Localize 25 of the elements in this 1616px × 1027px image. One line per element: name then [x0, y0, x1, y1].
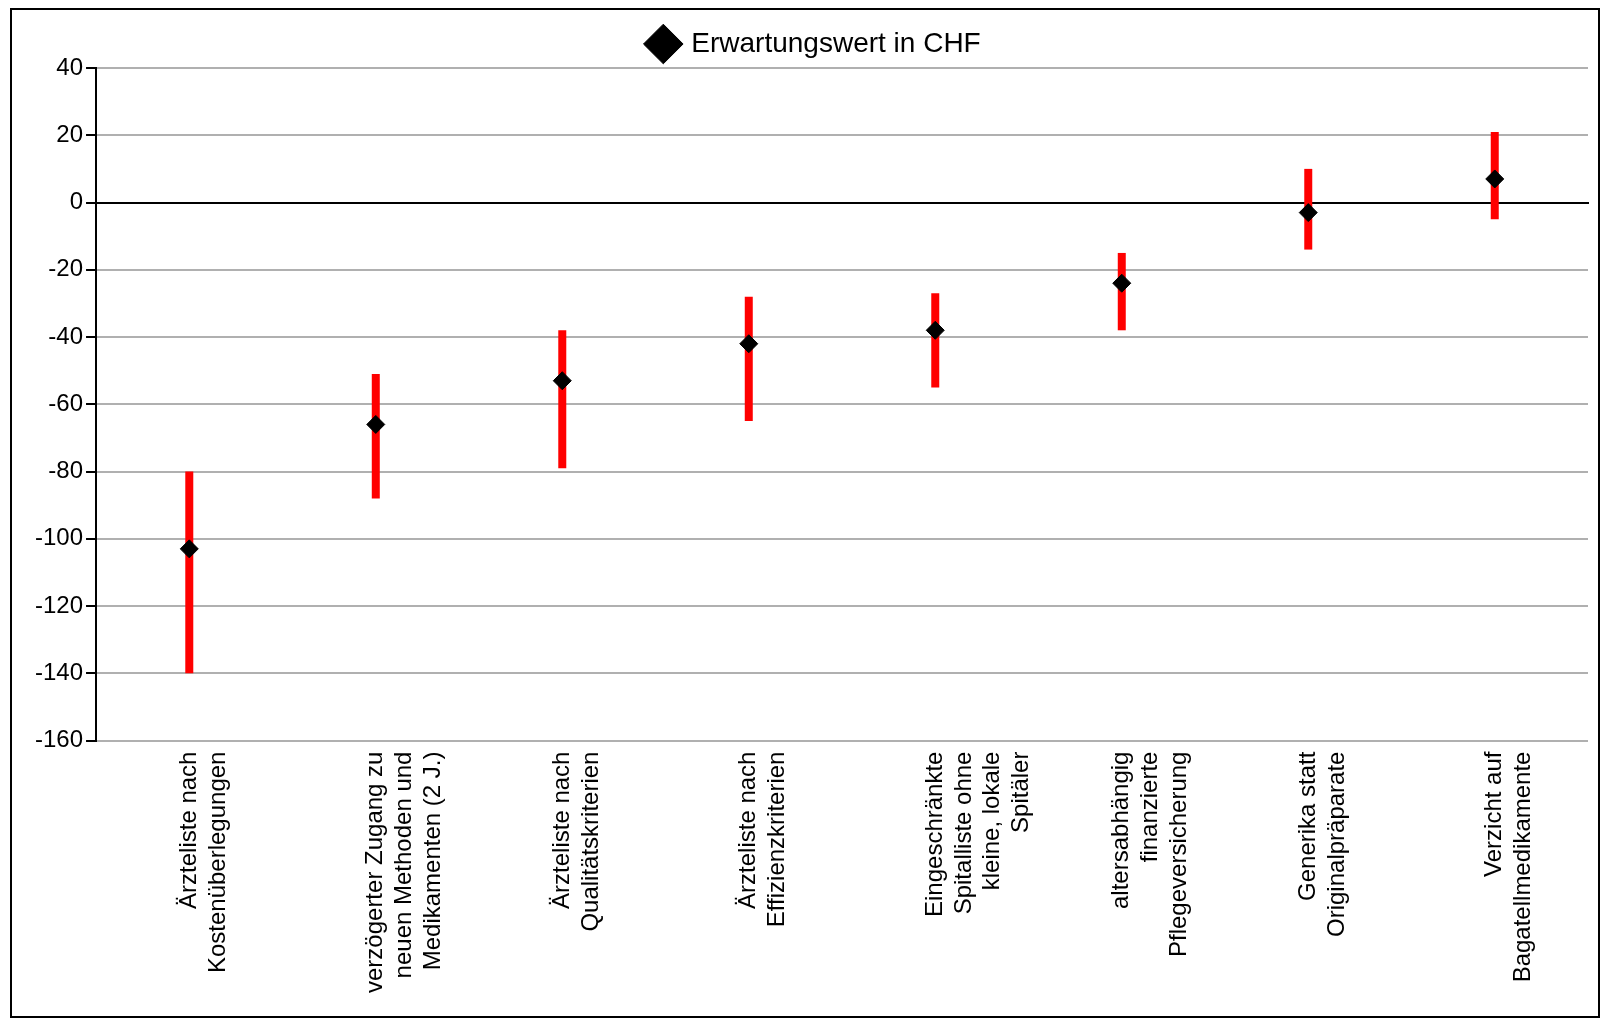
y-tick-label: 0: [69, 187, 84, 215]
x-tick-label: Ärzteliste nach Kostenüberlegungen: [173, 751, 230, 974]
point: [366, 414, 386, 434]
y-tick-label: 20: [56, 119, 84, 147]
y-tick-label: -160: [34, 725, 84, 753]
point: [1485, 169, 1505, 189]
point: [552, 371, 572, 391]
y-tick-label: 40: [56, 52, 84, 80]
x-tick-label: Verzicht auf Bagatellmedikamente: [1479, 751, 1536, 983]
point: [739, 334, 759, 354]
point: [1112, 273, 1132, 293]
point: [179, 539, 199, 559]
x-tick-label: verzögerter Zugang zu neuen Methoden und Medikamenten (2 J.): [360, 751, 445, 993]
x-tick-label: Ärzteliste nach Effizienzkriterien: [733, 751, 790, 928]
legend-label: Erwartungswert in CHF: [691, 26, 981, 58]
x-tick-label: Eingeschränkte Spitalliste ohne kleine, lokale Spitäler: [919, 751, 1034, 917]
y-tick-label: -40: [48, 321, 84, 349]
y-tick-label: -100: [34, 523, 84, 551]
y-tick-label: -60: [48, 388, 84, 416]
y-tick-label: -20: [48, 254, 84, 282]
y-tick-label: -80: [48, 456, 84, 484]
y-tick-label: -140: [34, 657, 84, 685]
y-tick-label: -120: [34, 590, 84, 618]
point: [925, 320, 945, 340]
point: [1298, 203, 1318, 223]
